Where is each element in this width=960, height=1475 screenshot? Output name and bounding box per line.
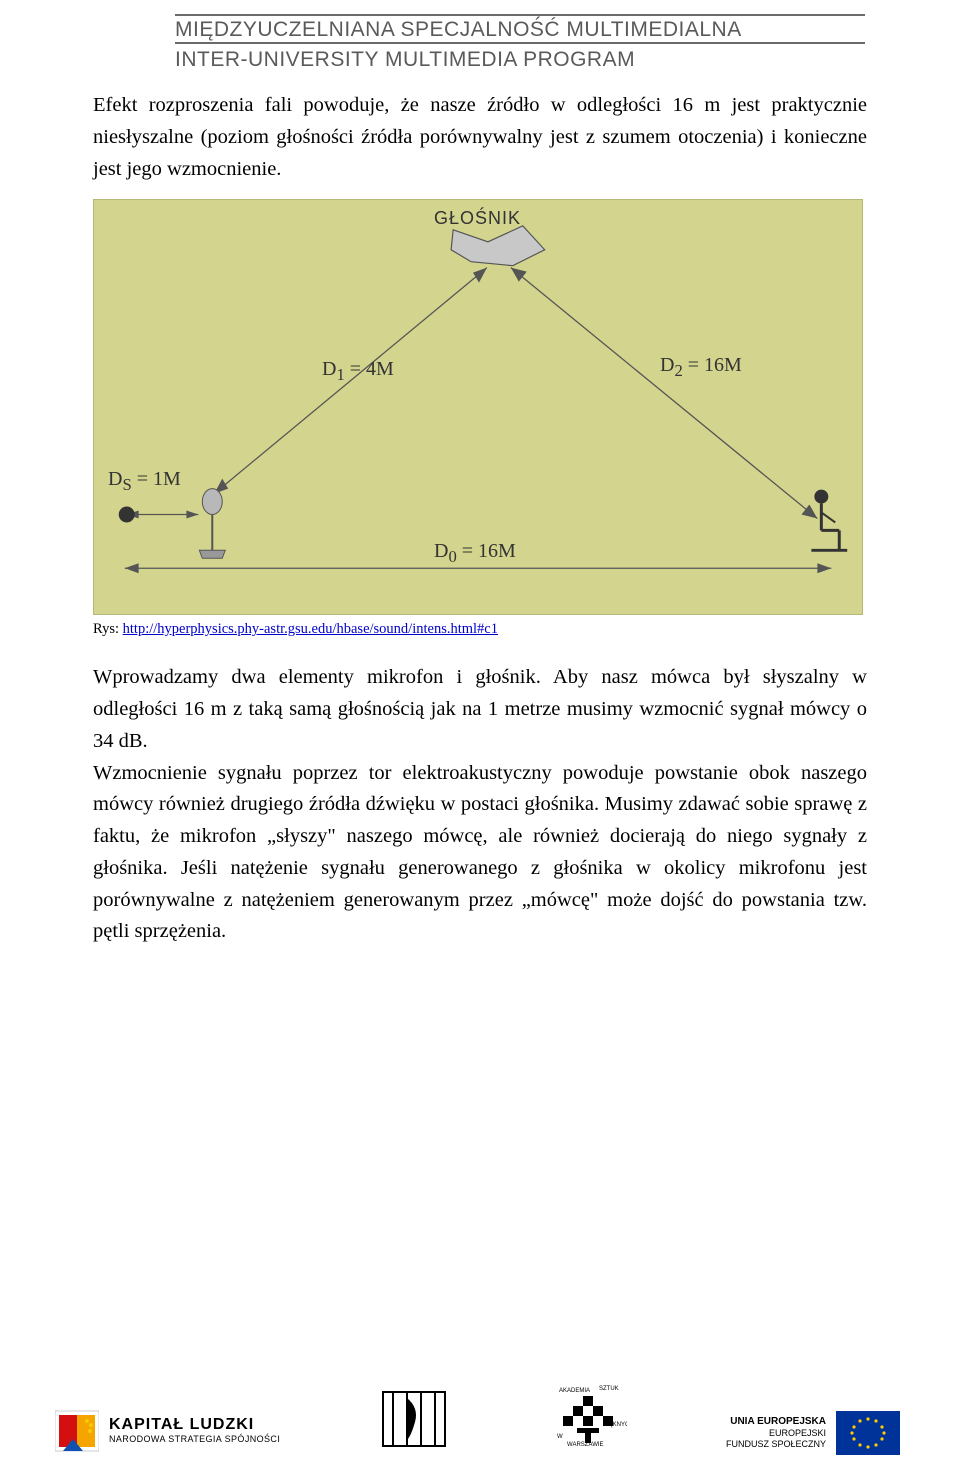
eu-line1: UNIA EUROPEJSKA	[726, 1416, 826, 1429]
svg-text:W: W	[557, 1434, 563, 1440]
header-rule-2	[175, 42, 865, 44]
listener-icon	[811, 490, 847, 551]
label-d0: D0 = 16M	[434, 540, 516, 567]
eu-flag-icon	[836, 1411, 900, 1455]
logo-kapital-ludzki: KAPITAŁ LUDZKI NARODOWA STRATEGIA SPÓJNO…	[55, 1405, 280, 1455]
header-rule-1	[175, 14, 865, 16]
paragraph-3: Wzmocnienie sygnału poprzez tor elektroa…	[93, 758, 867, 949]
asp-icon: AKADEMIA SZTUK PIĘKNYCH W WARSZAWIE	[549, 1376, 627, 1450]
paragraph-2: Wprowadzamy dwa elementy mikrofon i głoś…	[93, 662, 867, 757]
caption-link[interactable]: http://hyperphysics.phy-astr.gsu.edu/hba…	[123, 621, 498, 637]
label-ds: DS = 1M	[108, 468, 181, 495]
figure-caption: Rys: http://hyperphysics.phy-astr.gsu.ed…	[93, 621, 867, 638]
kl-icon	[55, 1405, 99, 1455]
logo-um	[379, 1388, 449, 1455]
eu-line3: FUNDUSZ SPOŁECZNY	[726, 1439, 826, 1450]
paragraph-1: Efekt rozproszenia fali powoduje, że nas…	[93, 90, 867, 185]
figure-title: GŁOŚNIK	[434, 208, 521, 229]
header-line-2: INTER-UNIVERSITY MULTIMEDIA PROGRAM	[175, 48, 960, 72]
label-d1: D1 = 4M	[322, 358, 394, 385]
speaker-icon	[451, 226, 545, 266]
kl-title: KAPITAŁ LUDZKI	[109, 1416, 280, 1434]
diagram-figure: GŁOŚNIK D1 = 4M D2 = 16M DS = 1M D0 = 16…	[93, 199, 863, 615]
kl-sub: NARODOWA STRATEGIA SPÓJNOŚCI	[109, 1434, 280, 1444]
svg-text:AKADEMIA: AKADEMIA	[559, 1388, 590, 1394]
page-footer: KAPITAŁ LUDZKI NARODOWA STRATEGIA SPÓJNO…	[0, 1376, 960, 1455]
microphone-icon	[199, 489, 225, 559]
source-icon	[119, 507, 135, 523]
main-content: Efekt rozproszenia fali powoduje, że nas…	[0, 72, 960, 948]
header-line-1: MIĘDZYUCZELNIANA SPECJALNOŚĆ MULTIMEDIAL…	[175, 18, 960, 42]
svg-text:SZTUK: SZTUK	[599, 1386, 619, 1392]
eu-line2: EUROPEJSKI	[726, 1428, 826, 1439]
caption-prefix: Rys:	[93, 621, 123, 637]
label-d2: D2 = 16M	[660, 354, 742, 381]
logo-asp: AKADEMIA SZTUK PIĘKNYCH W WARSZAWIE	[549, 1376, 627, 1455]
svg-text:WARSZAWIE: WARSZAWIE	[567, 1442, 604, 1448]
logo-eu: UNIA EUROPEJSKA EUROPEJSKI FUNDUSZ SPOŁE…	[726, 1411, 900, 1455]
svg-text:PIĘKNYCH: PIĘKNYCH	[603, 1422, 627, 1428]
page-header: MIĘDZYUCZELNIANA SPECJALNOŚĆ MULTIMEDIAL…	[0, 0, 960, 72]
um-icon	[379, 1388, 449, 1450]
